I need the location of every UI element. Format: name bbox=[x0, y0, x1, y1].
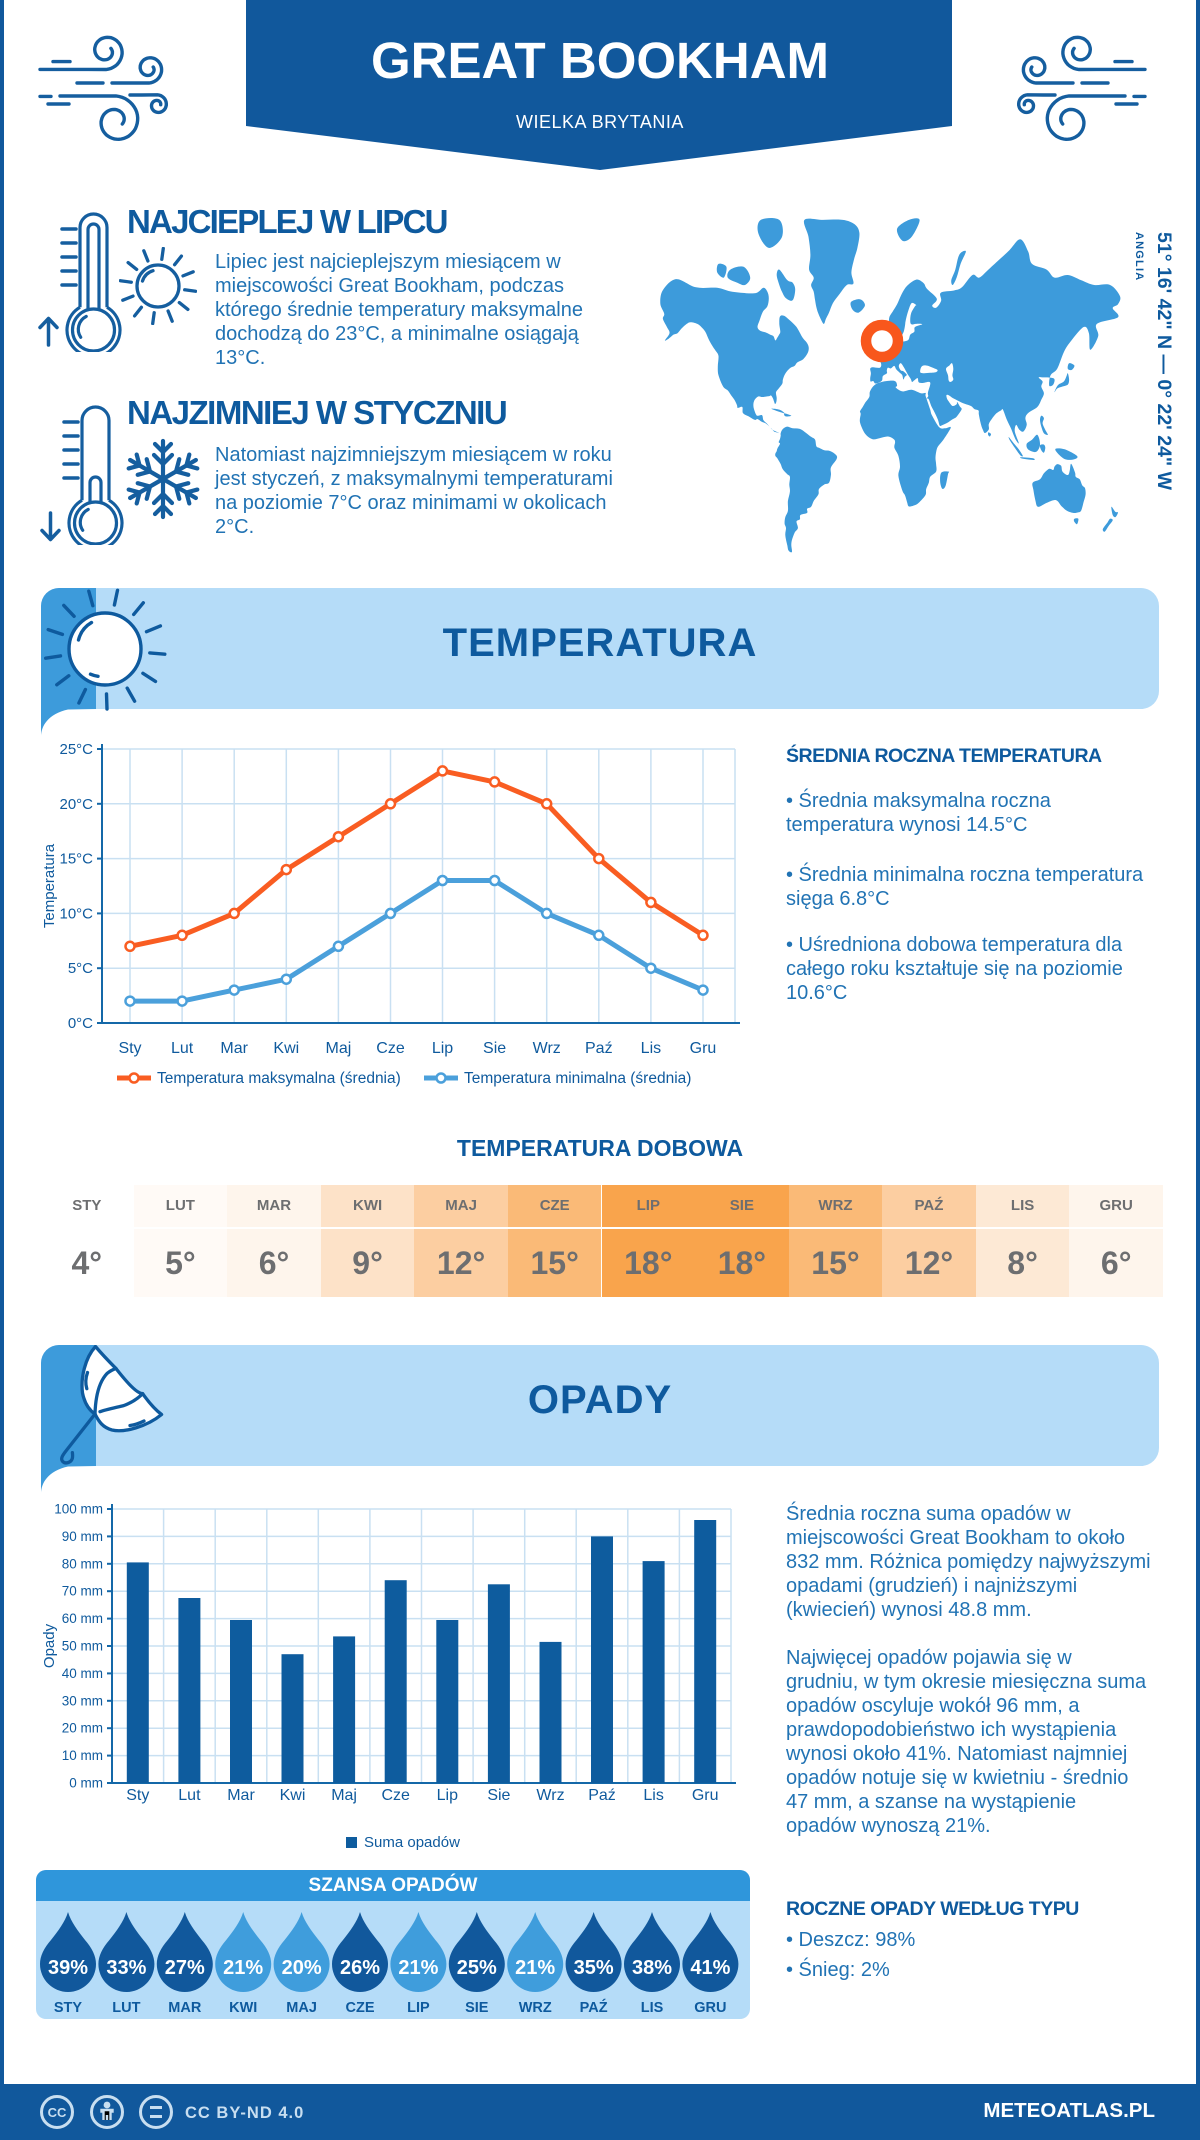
svg-text:LIS: LIS bbox=[641, 2000, 664, 2016]
svg-text:Sty: Sty bbox=[126, 1787, 149, 1804]
svg-text:CC BY-ND 4.0: CC BY-ND 4.0 bbox=[185, 2104, 304, 2122]
svg-text:25°C: 25°C bbox=[59, 741, 93, 758]
svg-text:Lut: Lut bbox=[178, 1787, 201, 1804]
svg-text:Opady: Opady bbox=[41, 1623, 58, 1668]
svg-text:33%: 33% bbox=[106, 1957, 146, 1979]
svg-text:STY: STY bbox=[54, 2000, 83, 2016]
svg-text:40 mm: 40 mm bbox=[62, 1666, 103, 1681]
svg-text:30 mm: 30 mm bbox=[62, 1693, 103, 1708]
svg-text:Gru: Gru bbox=[690, 1040, 717, 1057]
svg-text:PAŹ: PAŹ bbox=[580, 1999, 608, 2016]
svg-text:Wrz: Wrz bbox=[536, 1787, 564, 1804]
svg-text:80 mm: 80 mm bbox=[62, 1556, 103, 1571]
svg-text:CC: CC bbox=[48, 2105, 67, 2120]
svg-text:20 mm: 20 mm bbox=[62, 1721, 103, 1736]
svg-text:Suma opadów: Suma opadów bbox=[364, 1834, 460, 1851]
svg-text:Lip: Lip bbox=[437, 1787, 458, 1804]
svg-text:MAJ: MAJ bbox=[286, 2000, 317, 2016]
svg-text:90 mm: 90 mm bbox=[62, 1529, 103, 1544]
svg-text:Sie: Sie bbox=[487, 1787, 510, 1804]
svg-text:SIE: SIE bbox=[465, 2000, 489, 2016]
svg-text:38%: 38% bbox=[632, 1957, 672, 1979]
svg-text:70 mm: 70 mm bbox=[62, 1584, 103, 1599]
svg-text:39%: 39% bbox=[48, 1957, 88, 1979]
svg-text:CZE: CZE bbox=[346, 2000, 375, 2016]
svg-text:21%: 21% bbox=[223, 1957, 263, 1979]
svg-text:21%: 21% bbox=[398, 1957, 438, 1979]
svg-text:LUT: LUT bbox=[112, 2000, 140, 2016]
svg-text:50 mm: 50 mm bbox=[62, 1639, 103, 1654]
svg-text:0 mm: 0 mm bbox=[69, 1776, 103, 1791]
svg-text:Kwi: Kwi bbox=[273, 1040, 299, 1057]
svg-text:25%: 25% bbox=[457, 1957, 497, 1979]
svg-text:20°C: 20°C bbox=[59, 796, 93, 813]
svg-text:Paź: Paź bbox=[588, 1787, 616, 1804]
svg-text:Mar: Mar bbox=[227, 1787, 255, 1804]
svg-text:21%: 21% bbox=[515, 1957, 555, 1979]
svg-text:27%: 27% bbox=[165, 1957, 205, 1979]
svg-text:Gru: Gru bbox=[692, 1787, 719, 1804]
svg-text:Temperatura minimalna (średnia: Temperatura minimalna (średnia) bbox=[464, 1070, 691, 1087]
svg-text:10 mm: 10 mm bbox=[62, 1748, 103, 1763]
svg-text:Lis: Lis bbox=[641, 1040, 661, 1057]
svg-text:Sty: Sty bbox=[118, 1040, 141, 1057]
svg-text:35%: 35% bbox=[574, 1957, 614, 1979]
svg-text:Maj: Maj bbox=[331, 1787, 357, 1804]
svg-text:MAR: MAR bbox=[168, 2000, 202, 2016]
svg-text:Temperatura maksymalna (średni: Temperatura maksymalna (średnia) bbox=[157, 1070, 401, 1087]
svg-text:Mar: Mar bbox=[220, 1040, 248, 1057]
svg-text:100 mm: 100 mm bbox=[54, 1502, 103, 1517]
svg-text:Wrz: Wrz bbox=[533, 1040, 561, 1057]
svg-text:60 mm: 60 mm bbox=[62, 1611, 103, 1626]
svg-text:KWI: KWI bbox=[229, 2000, 257, 2016]
svg-text:Lip: Lip bbox=[432, 1040, 453, 1057]
svg-text:20%: 20% bbox=[282, 1957, 322, 1979]
svg-text:Cze: Cze bbox=[381, 1787, 410, 1804]
svg-text:LIP: LIP bbox=[407, 2000, 430, 2016]
svg-text:GRU: GRU bbox=[694, 2000, 726, 2016]
svg-text:26%: 26% bbox=[340, 1957, 380, 1979]
svg-text:10°C: 10°C bbox=[59, 905, 93, 922]
svg-text:Maj: Maj bbox=[326, 1040, 352, 1057]
svg-text:41%: 41% bbox=[690, 1957, 730, 1979]
svg-text:Lis: Lis bbox=[643, 1787, 663, 1804]
svg-text:0°C: 0°C bbox=[68, 1015, 93, 1032]
svg-text:Cze: Cze bbox=[376, 1040, 405, 1057]
svg-text:Lut: Lut bbox=[171, 1040, 194, 1057]
svg-text:15°C: 15°C bbox=[59, 851, 93, 868]
svg-text:5°C: 5°C bbox=[68, 960, 93, 977]
svg-text:Kwi: Kwi bbox=[280, 1787, 306, 1804]
svg-text:Temperatura: Temperatura bbox=[41, 843, 58, 928]
svg-text:WRZ: WRZ bbox=[519, 2000, 552, 2016]
svg-text:Sie: Sie bbox=[483, 1040, 506, 1057]
svg-text:Paź: Paź bbox=[585, 1040, 613, 1057]
